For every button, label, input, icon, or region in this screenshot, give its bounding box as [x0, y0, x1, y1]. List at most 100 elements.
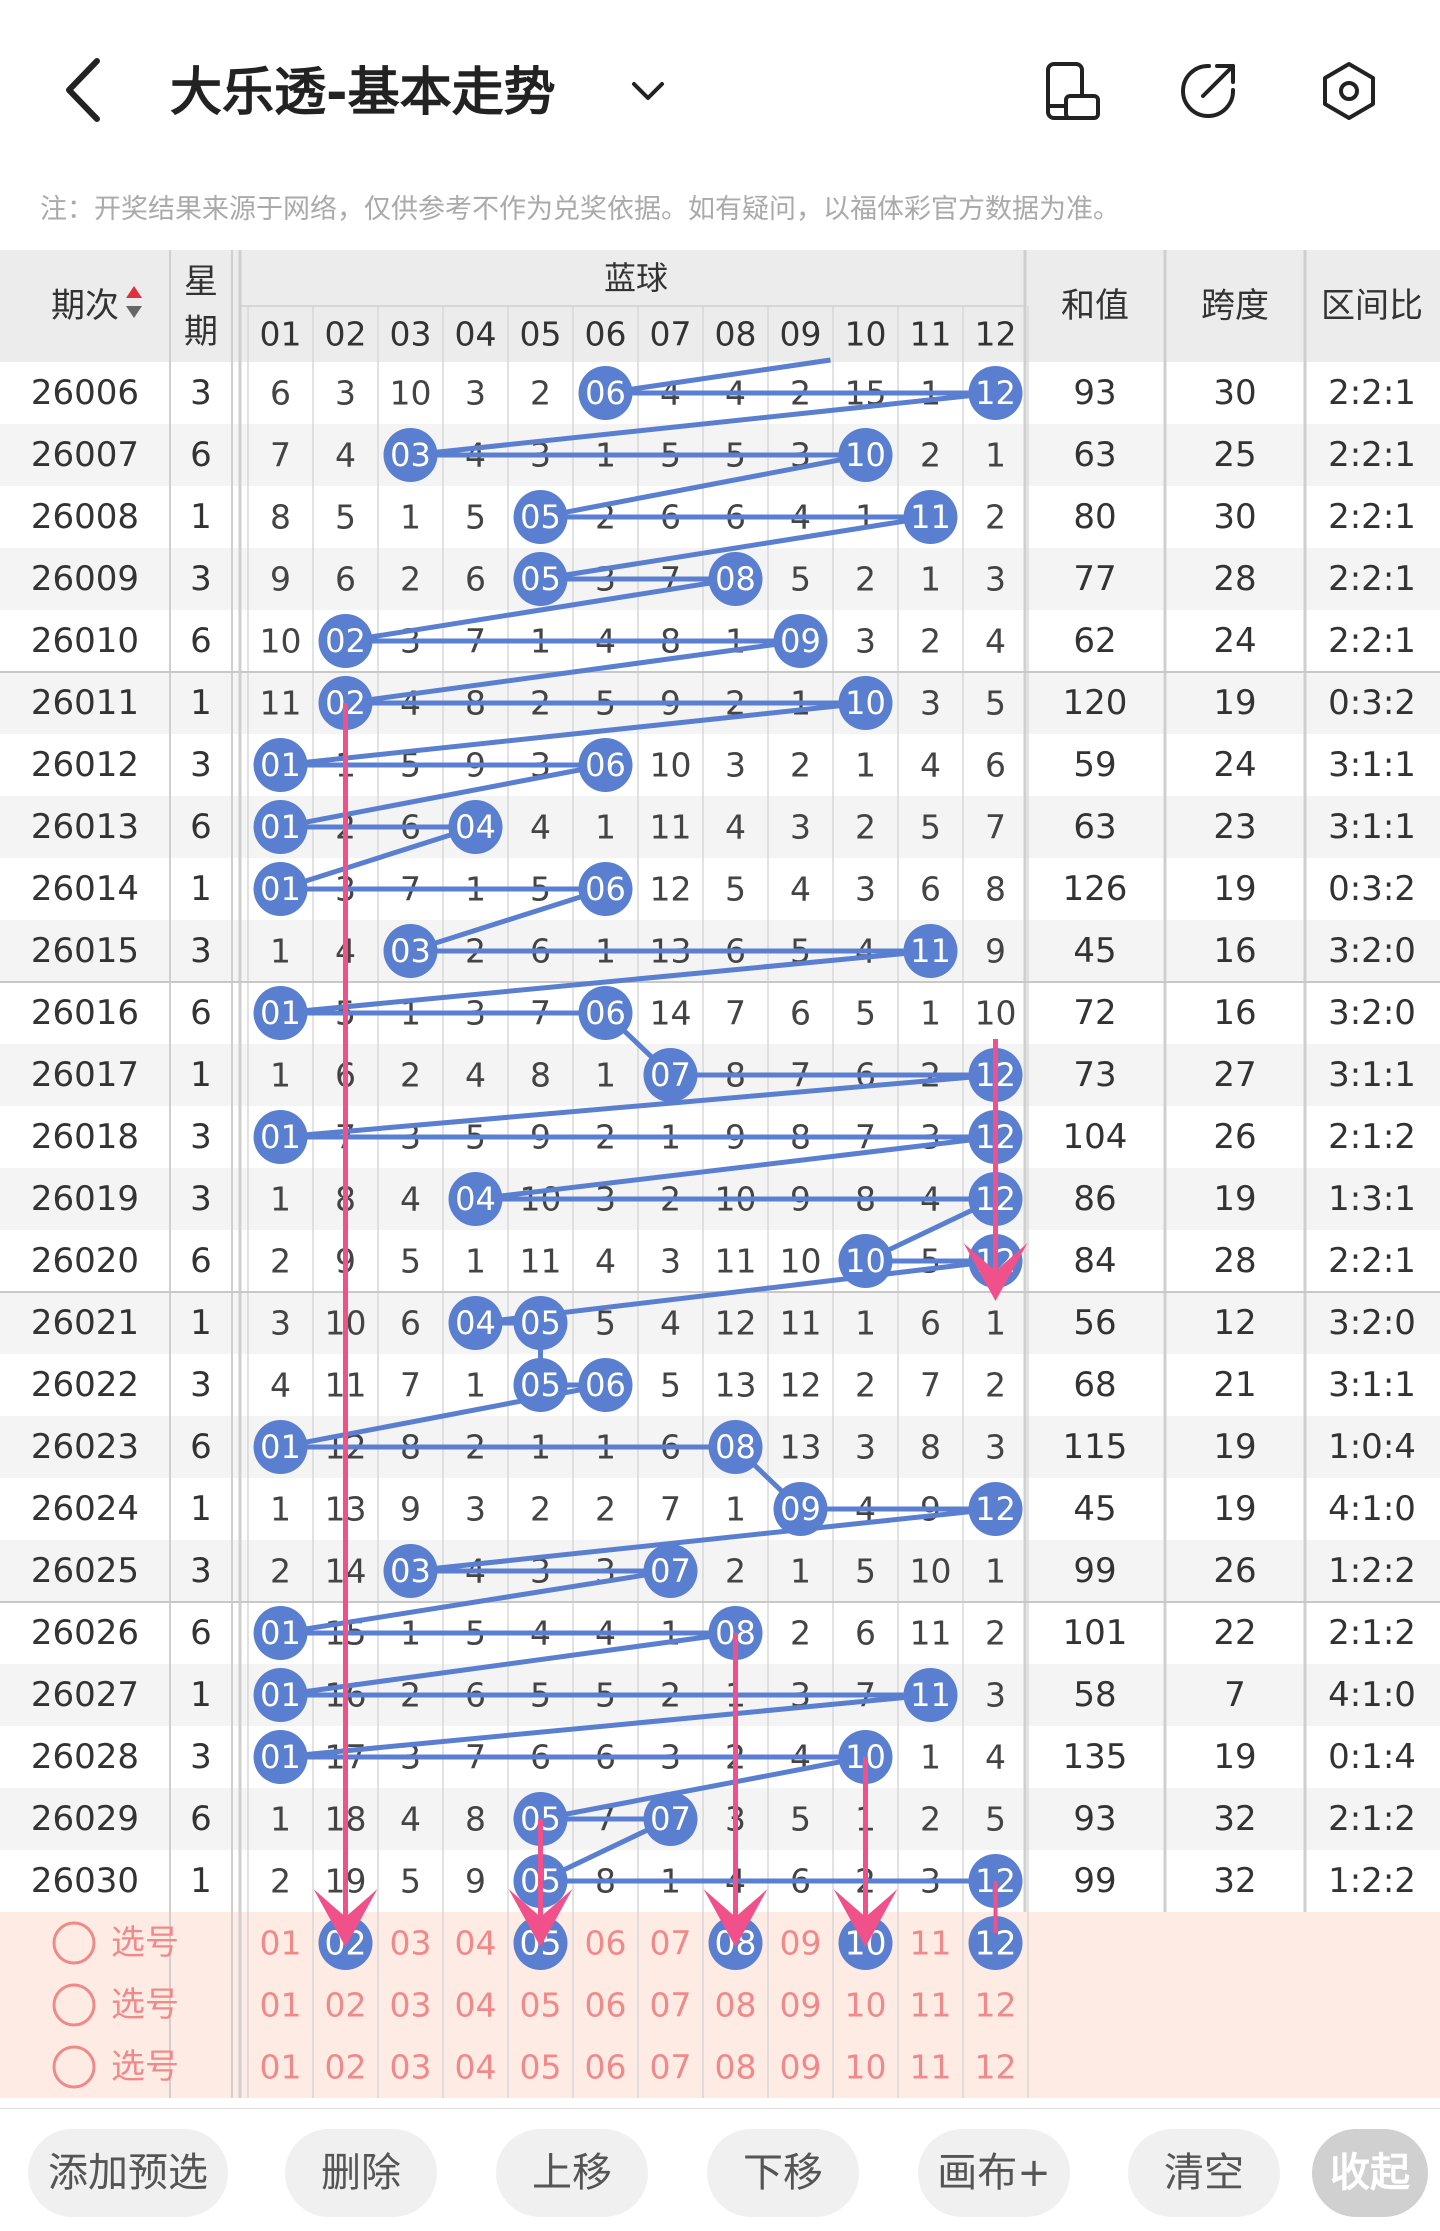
number-ball-label: 05 [520, 498, 561, 536]
miss-count-cell: 6 [920, 870, 941, 909]
miss-count-cell: 3 [855, 1428, 876, 1467]
ratio-cell: 3:2:0 [1328, 993, 1416, 1033]
number-ball-label: 10 [845, 684, 886, 722]
span-cell: 12 [1213, 1303, 1256, 1343]
number-ball-label: 05 [520, 1304, 561, 1342]
select-number: 06 [585, 1986, 627, 2025]
week-cell: 3 [190, 559, 212, 599]
miss-count-cell: 13 [780, 1428, 822, 1467]
number-ball [968, 1482, 1023, 1536]
ratio-cell: 0:1:4 [1328, 1737, 1416, 1777]
number-ball-label: 09 [780, 1490, 821, 1528]
annotation-arrow-head [313, 1889, 378, 1947]
span-cell: 19 [1213, 683, 1256, 723]
clear-button[interactable]: 清空 [1128, 2129, 1280, 2217]
miss-count-cell: 1 [855, 746, 876, 785]
sum-cell: 101 [1063, 1613, 1128, 1653]
select-number: 03 [390, 2048, 432, 2087]
column-number: 02 [325, 315, 367, 354]
miss-count-cell: 2 [920, 436, 941, 475]
miss-count-cell: 4 [595, 1242, 616, 1281]
phone-rotate-icon[interactable] [1040, 58, 1106, 124]
miss-count-cell: 5 [790, 560, 811, 599]
number-ball-label: 03 [390, 1552, 431, 1590]
selected-ball[interactable] [968, 1916, 1023, 1970]
period-cell: 26015 [31, 931, 139, 971]
ratio-cell: 2:2:1 [1328, 559, 1416, 599]
chevron-down-icon[interactable] [628, 72, 668, 112]
number-ball-label: 01 [260, 994, 301, 1032]
miss-count-cell: 1 [725, 1490, 746, 1529]
span-cell: 26 [1213, 1551, 1256, 1591]
miss-count-cell: 9 [270, 560, 291, 599]
select-radio[interactable] [52, 1983, 96, 2027]
miss-count-cell: 6 [400, 1304, 421, 1343]
settings-icon[interactable] [1316, 58, 1382, 124]
add-preselect-button[interactable]: 添加预选 [28, 2129, 228, 2217]
miss-count-cell: 10 [975, 994, 1017, 1033]
number-ball-label: 01 [260, 870, 301, 908]
miss-count-cell: 6 [335, 560, 356, 599]
number-ball [253, 738, 308, 792]
number-ball [253, 1110, 308, 1164]
miss-count-cell: 3 [855, 870, 876, 909]
week-cell: 1 [190, 1675, 212, 1715]
span-cell: 19 [1213, 1427, 1256, 1467]
select-radio[interactable] [52, 1921, 96, 1965]
miss-count-cell: 7 [920, 1366, 941, 1405]
select-number: 11 [910, 2048, 952, 2087]
week-cell: 6 [190, 1427, 212, 1467]
sum-cell: 68 [1073, 1365, 1116, 1405]
period-cell: 26014 [31, 869, 139, 909]
share-icon[interactable] [1175, 58, 1241, 124]
miss-count-cell: 3 [920, 684, 941, 723]
annotation-arrow-head [508, 1889, 573, 1947]
number-ball [253, 800, 308, 854]
miss-count-cell: 3 [985, 1676, 1006, 1715]
miss-count-cell: 1 [270, 1490, 291, 1529]
miss-count-cell: 2 [920, 622, 941, 661]
ratio-cell: 3:1:1 [1328, 807, 1416, 847]
miss-count-cell: 11 [910, 1614, 952, 1653]
sum-cell: 77 [1073, 559, 1116, 599]
span-cell: 28 [1213, 559, 1256, 599]
select-number: 06 [585, 2048, 627, 2087]
week-cell: 3 [190, 1179, 212, 1219]
miss-count-cell: 5 [335, 498, 356, 537]
number-ball [513, 490, 568, 544]
period-cell: 26006 [31, 373, 139, 413]
sum-cell: 45 [1073, 931, 1116, 971]
canvas-plus-button[interactable]: 画布+ [918, 2129, 1070, 2217]
span-cell: 22 [1213, 1613, 1256, 1653]
move-up-button[interactable]: 上移 [496, 2129, 648, 2217]
select-radio[interactable] [52, 2045, 96, 2089]
miss-count-cell: 1 [920, 1738, 941, 1777]
miss-count-cell: 2 [400, 560, 421, 599]
sum-cell: 80 [1073, 497, 1116, 537]
miss-count-cell: 2 [790, 746, 811, 785]
week-cell: 6 [190, 1799, 212, 1839]
miss-count-cell: 4 [530, 808, 551, 847]
column-blue-group: 蓝球 [604, 259, 668, 297]
back-arrow-icon[interactable] [55, 55, 115, 125]
move-down-button[interactable]: 下移 [707, 2129, 859, 2217]
miss-count-cell: 4 [920, 746, 941, 785]
collapse-button[interactable]: 收起 [1312, 2129, 1428, 2217]
miss-count-cell: 1 [270, 1180, 291, 1219]
miss-count-cell: 5 [400, 1862, 421, 1901]
miss-count-cell: 3 [985, 1428, 1006, 1467]
delete-button[interactable]: 删除 [285, 2129, 437, 2217]
trend-line [278, 390, 998, 1884]
span-cell: 24 [1213, 745, 1256, 785]
miss-count-cell: 6 [270, 374, 291, 413]
trend-line [605, 357, 831, 396]
ratio-cell: 0:3:2 [1328, 869, 1416, 909]
miss-count-cell: 4 [335, 436, 356, 475]
span-cell: 32 [1213, 1861, 1256, 1901]
miss-count-cell: 6 [855, 1614, 876, 1653]
span-cell: 19 [1213, 1737, 1256, 1777]
ratio-cell: 4:1:0 [1328, 1675, 1416, 1715]
select-number: 07 [650, 1986, 692, 2025]
sum-cell: 58 [1073, 1675, 1116, 1715]
span-cell: 32 [1213, 1799, 1256, 1839]
